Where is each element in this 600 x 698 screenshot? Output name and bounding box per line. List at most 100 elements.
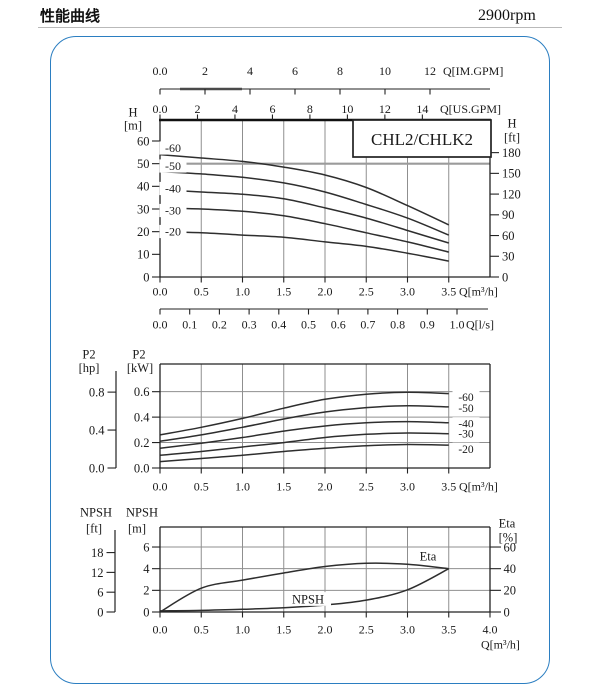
y-kw-title: P2 bbox=[132, 347, 145, 361]
head-curve--50 bbox=[159, 170, 450, 236]
npsh-annotation-bg bbox=[285, 592, 331, 606]
y-m-tick-label: 0 bbox=[143, 605, 149, 619]
y-m-tick-label: 2 bbox=[143, 584, 149, 598]
y-ft-tick-label: 18 bbox=[91, 546, 104, 560]
y-kw-tick-label: 0.2 bbox=[134, 436, 150, 450]
imgpm-tick-label: 10 bbox=[379, 64, 391, 78]
y-right-tick-label: 30 bbox=[502, 250, 515, 264]
power-curve-label--30-bg bbox=[452, 427, 480, 440]
ls-tick-label: 0.1 bbox=[182, 318, 197, 332]
y-right-tick-label: 0 bbox=[502, 270, 508, 284]
y-left-tick-label: 50 bbox=[137, 157, 150, 171]
x-tick-label: 2.0 bbox=[318, 285, 333, 299]
power-curve-label--30: -30 bbox=[458, 429, 474, 441]
x-tick-label: 4.0 bbox=[483, 623, 498, 637]
power-curve-label--40-bg bbox=[452, 417, 480, 430]
imgpm-tick-label: 6 bbox=[292, 64, 298, 78]
x-tick-label: 3.5 bbox=[441, 480, 456, 494]
x-tick-label: 0.5 bbox=[194, 480, 209, 494]
usgpm-tick-label: 12 bbox=[379, 102, 391, 116]
head-curve--20 bbox=[159, 230, 449, 262]
model-box-title: CHL2/CHLK2 bbox=[371, 130, 473, 149]
head-curve-label--40: -40 bbox=[165, 182, 181, 196]
x-tick-label: 1.5 bbox=[276, 480, 291, 494]
y-ft-tick-label: 0 bbox=[97, 605, 103, 619]
y-right-tick-label: 150 bbox=[502, 167, 521, 181]
y-eta-tick-label: 20 bbox=[504, 584, 517, 598]
y-eta-title: Eta bbox=[499, 516, 516, 530]
y-left-tick-label: 0 bbox=[143, 270, 149, 284]
x-tick-label: 0.0 bbox=[153, 480, 168, 494]
x-axis-unit: Q[m³/h] bbox=[459, 480, 498, 494]
ls-tick-label: 1.0 bbox=[450, 318, 465, 332]
y-eta-tick-label: 40 bbox=[504, 562, 517, 576]
usgpm-tick-label: 4 bbox=[232, 102, 238, 116]
head-curve--60 bbox=[159, 153, 450, 226]
usgpm-tick-label: 2 bbox=[194, 102, 200, 116]
head-curve-label--60: -60 bbox=[165, 141, 181, 155]
x-tick-label: 1.5 bbox=[276, 623, 291, 637]
head-curve-label--50-bg bbox=[159, 159, 187, 173]
x-tick-label: 2.5 bbox=[359, 480, 374, 494]
usgpm-tick-label: 6 bbox=[269, 102, 275, 116]
y-m-tick-label: 6 bbox=[143, 540, 149, 554]
y-kw-tick-label: 0.0 bbox=[134, 461, 150, 475]
rpm-label: 2900rpm bbox=[478, 7, 536, 24]
x-tick-label: 2.5 bbox=[359, 285, 374, 299]
y-hp-title: P2 bbox=[82, 347, 95, 361]
y-left-title: H bbox=[128, 105, 137, 119]
power-curve-label--50-bg bbox=[452, 401, 480, 415]
power-curve--60 bbox=[159, 391, 449, 436]
y-right-tick-label: 90 bbox=[502, 208, 515, 222]
y-right-tick-label: 180 bbox=[502, 146, 521, 160]
y-hp-unit: [hp] bbox=[79, 361, 100, 375]
y-eta-tick-label: 60 bbox=[504, 540, 517, 554]
page-title: 性能曲线 bbox=[40, 7, 101, 25]
x-tick-label: 2.5 bbox=[359, 623, 374, 637]
y-hp-tick-label: 0.4 bbox=[89, 423, 105, 437]
power-curve--50 bbox=[159, 404, 449, 443]
power-curve-label--60: -60 bbox=[458, 392, 474, 404]
y-kw-unit: [kW] bbox=[127, 361, 153, 375]
imgpm-tick-label: 12 bbox=[424, 64, 436, 78]
y-eta-unit: [%] bbox=[499, 530, 518, 544]
x-tick-label: 3.5 bbox=[441, 285, 456, 299]
head-curve-label--30: -30 bbox=[165, 204, 181, 218]
npsh-annotation: NPSH bbox=[292, 592, 324, 606]
imgpm-tick-label: 4 bbox=[247, 64, 253, 78]
usgpm-tick-label: 10 bbox=[341, 102, 353, 116]
ls-tick-label: 0.2 bbox=[212, 318, 227, 332]
power-curve-label--20: -20 bbox=[458, 444, 474, 456]
y-left-tick-label: 60 bbox=[137, 134, 150, 148]
ls-tick-label: 0.6 bbox=[331, 318, 346, 332]
x-tick-label: 2.0 bbox=[318, 623, 333, 637]
power-curve-label--60-bg bbox=[452, 390, 480, 404]
y-hp-tick-label: 0.0 bbox=[89, 461, 105, 475]
y-left-tick-label: 20 bbox=[137, 225, 150, 239]
head-curve-label--40-bg bbox=[159, 181, 187, 196]
usgpm-tick-label: 8 bbox=[307, 102, 313, 116]
y-ft-tick-label: 6 bbox=[97, 586, 103, 600]
ls-tick-label: 0.8 bbox=[390, 318, 405, 332]
eta-annotation-bg bbox=[413, 549, 443, 563]
y-left-tick-label: 40 bbox=[137, 180, 150, 194]
x-tick-label: 1.5 bbox=[276, 285, 291, 299]
x-tick-label: 3.0 bbox=[400, 623, 415, 637]
x-axis-unit: Q[m³/h] bbox=[459, 285, 498, 299]
x-tick-label: 1.0 bbox=[235, 285, 250, 299]
ls-tick-label: 0.4 bbox=[271, 318, 286, 332]
y-m-title: NPSH bbox=[126, 505, 158, 519]
y-kw-tick-label: 0.4 bbox=[134, 410, 150, 424]
y-m-tick-label: 4 bbox=[143, 562, 150, 576]
y-ft-tick-label: 12 bbox=[91, 566, 104, 580]
ls-tick-label: 0.3 bbox=[242, 318, 257, 332]
x-tick-label: 0.0 bbox=[153, 623, 168, 637]
y-right-unit: [ft] bbox=[504, 130, 520, 144]
head-curve-label--20: -20 bbox=[165, 225, 181, 239]
power-curve--40 bbox=[159, 420, 449, 450]
header-rule bbox=[38, 27, 562, 28]
ls-tick-label: 0.7 bbox=[360, 318, 375, 332]
usgpm-tick-label: 14 bbox=[416, 102, 428, 116]
y-ft-unit: [ft] bbox=[86, 521, 102, 535]
x-tick-label: 3.0 bbox=[400, 480, 415, 494]
